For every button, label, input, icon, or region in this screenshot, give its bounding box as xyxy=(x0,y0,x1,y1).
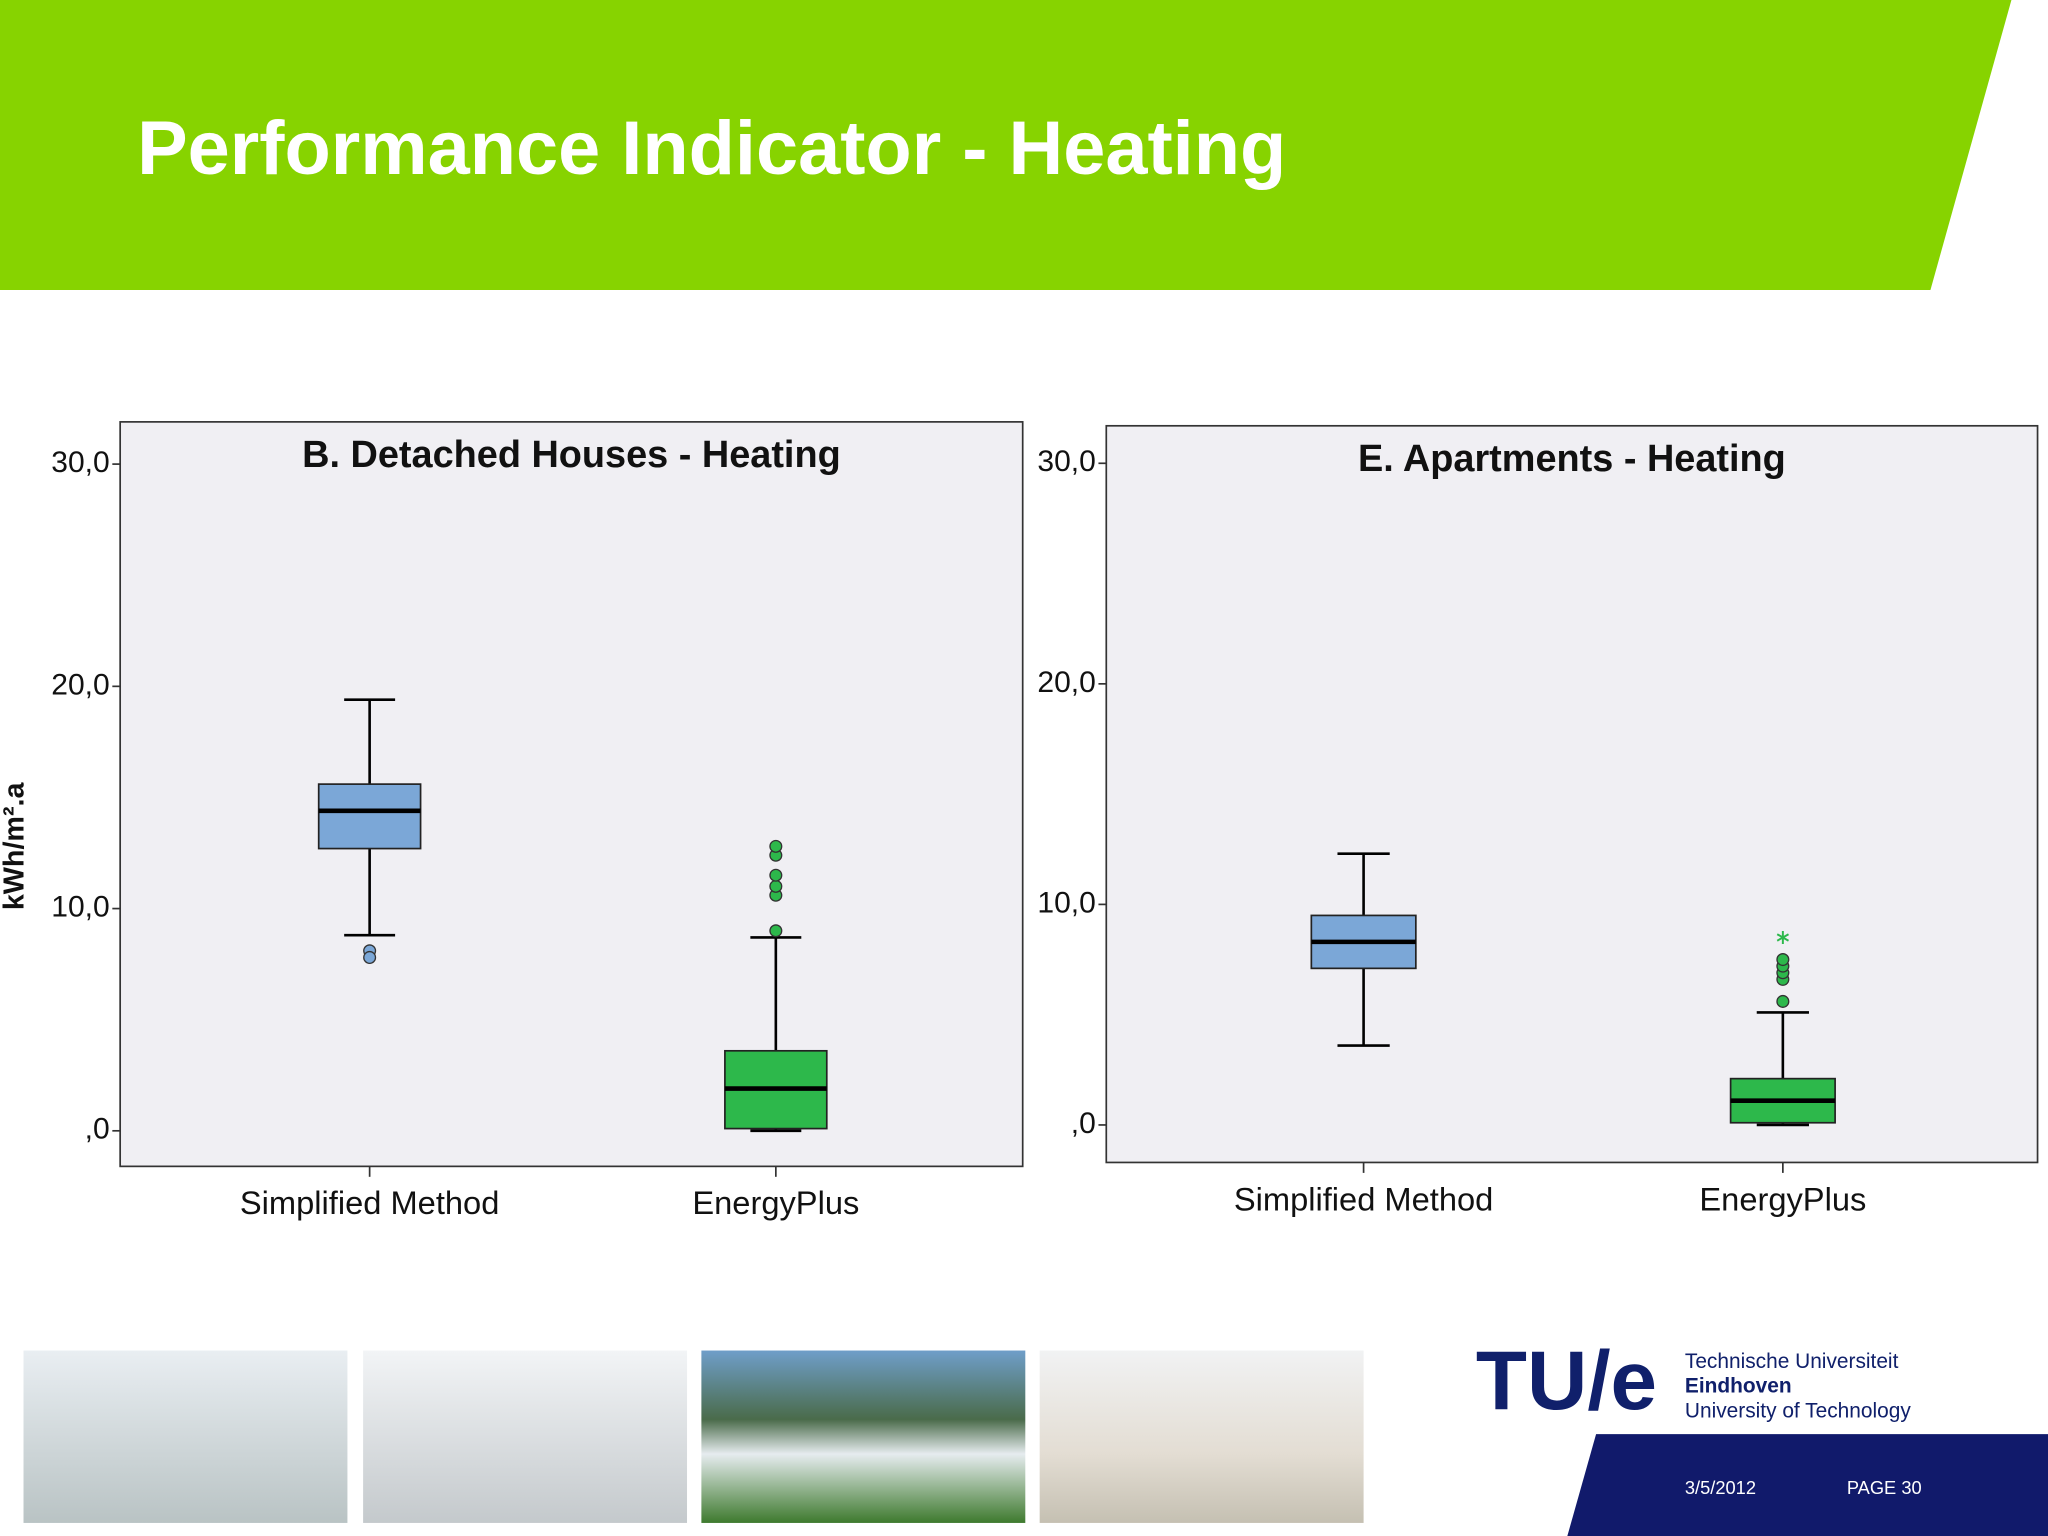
photo-roofs xyxy=(363,1350,688,1523)
outlier xyxy=(769,868,783,882)
chart-title: E. Apartments - Heating xyxy=(1358,438,1786,480)
y-tick-label: 30,0 xyxy=(1037,445,1095,478)
photo-city xyxy=(23,1350,348,1523)
photo-dam xyxy=(701,1350,1026,1523)
logo-mark: TU/e xyxy=(1476,1333,1657,1427)
extreme xyxy=(1776,930,1790,945)
chart-title: B. Detached Houses - Heating xyxy=(302,434,841,476)
plot-area xyxy=(119,421,1024,1168)
plot-area xyxy=(1105,424,2039,1164)
y-tick-label: 10,0 xyxy=(51,891,109,924)
outlier xyxy=(363,950,377,964)
x-tick-label: Simplified Method xyxy=(1234,1180,1493,1217)
outlier xyxy=(1776,994,1790,1008)
x-tick-label: EnergyPlus xyxy=(692,1184,859,1221)
box xyxy=(317,783,422,850)
x-tick-label: EnergyPlus xyxy=(1699,1180,1866,1217)
y-tick-label: 20,0 xyxy=(1037,666,1095,699)
outlier xyxy=(1776,953,1790,967)
logo-line: University of Technology xyxy=(1685,1399,1911,1422)
header-band xyxy=(0,0,2012,290)
footer-date: 3/5/2012 xyxy=(1685,1477,1756,1498)
slide-title: Performance Indicator - Heating xyxy=(137,106,1286,191)
footer-page: PAGE 30 xyxy=(1847,1477,1922,1498)
outlier xyxy=(769,924,783,938)
photo-house xyxy=(1039,1350,1364,1523)
y-tick-label: ,0 xyxy=(1071,1107,1096,1140)
footer-band xyxy=(1567,1434,2048,1536)
outlier xyxy=(769,839,783,853)
y-tick-label: ,0 xyxy=(85,1113,110,1146)
outlier xyxy=(769,879,783,893)
logo-line: Eindhoven xyxy=(1685,1375,1792,1398)
x-tick-label: Simplified Method xyxy=(240,1184,499,1221)
logo-line: Technische Universiteit xyxy=(1685,1350,1899,1373)
y-tick-label: 30,0 xyxy=(51,446,109,479)
y-axis-label: kWh/m².a xyxy=(0,782,30,911)
y-tick-label: 20,0 xyxy=(51,668,109,701)
y-tick-label: 10,0 xyxy=(1037,886,1095,919)
